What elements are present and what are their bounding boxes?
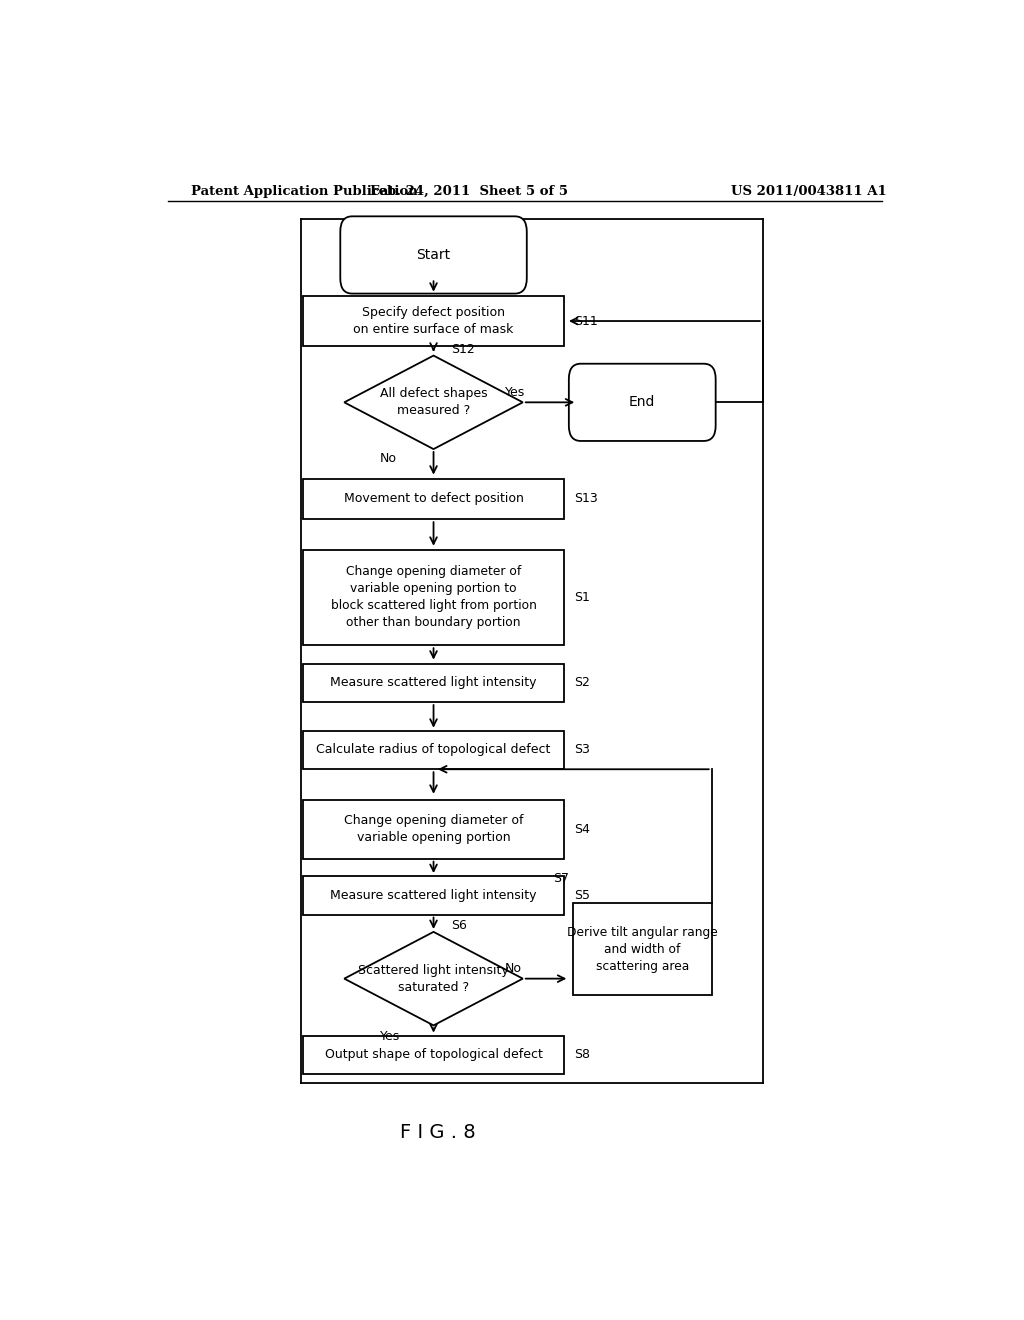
Text: S12: S12 — [451, 343, 475, 356]
Text: Start: Start — [417, 248, 451, 261]
Text: Specify defect position
on entire surface of mask: Specify defect position on entire surfac… — [353, 306, 514, 337]
Text: Movement to defect position: Movement to defect position — [344, 492, 523, 506]
Text: Yes: Yes — [380, 1030, 399, 1043]
Text: S3: S3 — [574, 743, 590, 756]
Text: Derive tilt angular range
and width of
scattering area: Derive tilt angular range and width of s… — [567, 925, 718, 973]
FancyBboxPatch shape — [303, 479, 564, 519]
Text: S11: S11 — [574, 314, 598, 327]
Text: Yes: Yes — [505, 385, 525, 399]
Polygon shape — [344, 355, 523, 449]
Text: Measure scattered light intensity: Measure scattered light intensity — [331, 888, 537, 902]
Text: Scattered light intensity
saturated ?: Scattered light intensity saturated ? — [358, 964, 509, 994]
Text: Change opening diameter of
variable opening portion: Change opening diameter of variable open… — [344, 814, 523, 845]
Text: Calculate radius of topological defect: Calculate radius of topological defect — [316, 743, 551, 756]
Text: No: No — [380, 451, 396, 465]
FancyBboxPatch shape — [303, 876, 564, 915]
Text: S8: S8 — [574, 1048, 590, 1061]
Text: Output shape of topological defect: Output shape of topological defect — [325, 1048, 543, 1061]
Text: Measure scattered light intensity: Measure scattered light intensity — [331, 676, 537, 689]
Text: S13: S13 — [574, 492, 598, 506]
Text: S4: S4 — [574, 822, 590, 836]
FancyBboxPatch shape — [572, 903, 712, 995]
Text: S6: S6 — [451, 919, 467, 932]
Polygon shape — [344, 932, 523, 1026]
Text: Feb. 24, 2011  Sheet 5 of 5: Feb. 24, 2011 Sheet 5 of 5 — [371, 185, 568, 198]
FancyBboxPatch shape — [303, 731, 564, 770]
Text: US 2011/0043811 A1: US 2011/0043811 A1 — [731, 185, 887, 198]
FancyBboxPatch shape — [303, 664, 564, 702]
Text: S1: S1 — [574, 591, 590, 605]
Text: S2: S2 — [574, 676, 590, 689]
Text: End: End — [629, 395, 655, 409]
FancyBboxPatch shape — [569, 364, 716, 441]
FancyBboxPatch shape — [303, 800, 564, 859]
Text: S5: S5 — [574, 888, 590, 902]
Text: Patent Application Publication: Patent Application Publication — [191, 185, 418, 198]
FancyBboxPatch shape — [303, 549, 564, 645]
Text: S7: S7 — [553, 871, 569, 884]
FancyBboxPatch shape — [340, 216, 526, 293]
Text: F I G . 8: F I G . 8 — [399, 1122, 475, 1142]
Text: All defect shapes
measured ?: All defect shapes measured ? — [380, 387, 487, 417]
Text: Change opening diameter of
variable opening portion to
block scattered light fro: Change opening diameter of variable open… — [331, 565, 537, 630]
FancyBboxPatch shape — [303, 1036, 564, 1074]
FancyBboxPatch shape — [303, 296, 564, 346]
Text: No: No — [505, 962, 522, 975]
